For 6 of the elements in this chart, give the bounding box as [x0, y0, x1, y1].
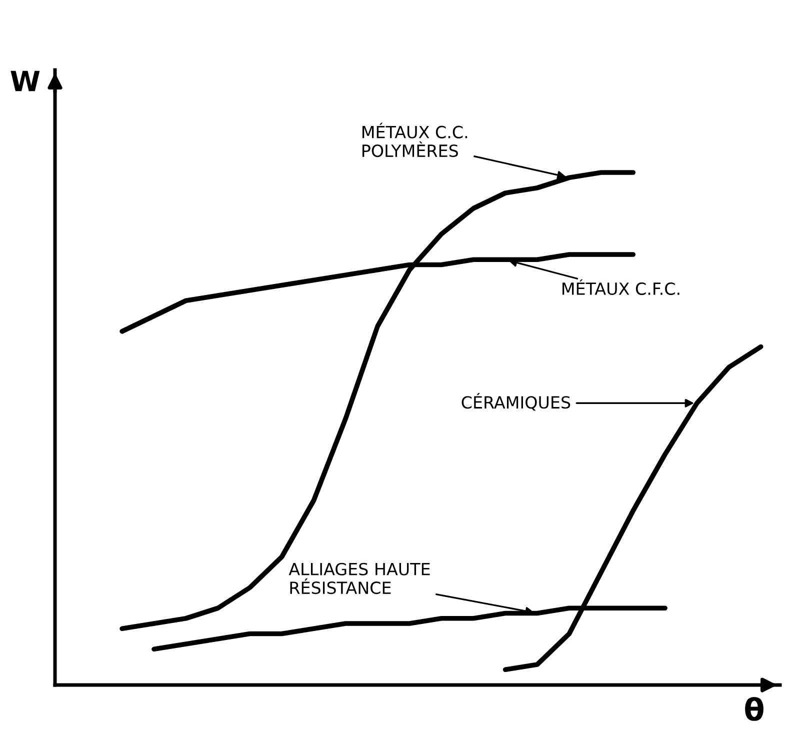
annotation: MÉTAUX C.F.C. [562, 279, 680, 296]
x-axis-title: θ [745, 697, 764, 721]
annotation: ALLIAGES HAUTE RÉSISTANCE [288, 562, 430, 594]
y-axis-title: W [10, 70, 40, 92]
annotation: CÉRAMIQUES [462, 393, 570, 411]
annotation: MÉTAUX C.C. POLYMÈRES [362, 122, 468, 158]
